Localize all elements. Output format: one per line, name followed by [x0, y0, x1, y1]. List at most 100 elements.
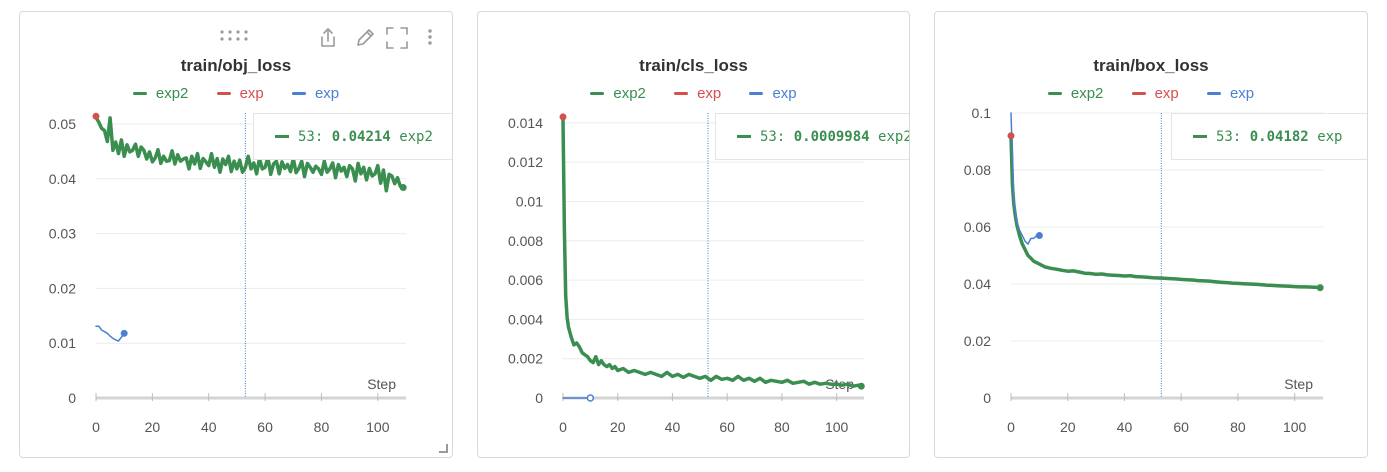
x-tick-label: 40	[665, 419, 681, 435]
y-tick-label: 0.06	[964, 219, 991, 235]
y-tick-label: 0.04	[964, 276, 991, 292]
tooltip-step: 53:	[760, 129, 786, 145]
y-tick-label: 0	[983, 390, 991, 406]
chart-legend: exp2 exp exp	[935, 85, 1367, 102]
y-tick-label: 0.012	[508, 154, 543, 170]
tooltip-series: exp	[1317, 129, 1343, 145]
legend-item-exp-blue[interactable]: exp	[749, 85, 797, 102]
x-tick-label: 0	[559, 419, 567, 435]
tooltip-value: 0.04182	[1249, 129, 1309, 145]
drag-handle-icon[interactable]	[219, 26, 255, 46]
y-tick-label: 0.03	[49, 226, 76, 242]
legend-swatch	[1206, 91, 1221, 95]
tooltip-value: 0.0009984	[793, 129, 870, 145]
y-tick-label: 0	[535, 390, 543, 406]
chart-title: train/obj_loss	[180, 56, 292, 75]
series-line-exp	[1010, 112, 1041, 245]
edit-icon[interactable]	[354, 26, 376, 50]
series-end-marker	[399, 184, 407, 192]
chart-legend: exp2 exp exp	[20, 85, 452, 102]
x-tick-label: 80	[1230, 419, 1246, 435]
share-icon[interactable]	[318, 26, 338, 50]
tooltip-swatch	[737, 134, 751, 138]
more-options-icon[interactable]	[424, 26, 436, 50]
y-tick-label: 0.002	[508, 351, 543, 367]
tooltip-step: 53:	[298, 129, 324, 145]
x-tick-label: 60	[257, 419, 273, 435]
y-tick-label: 0.02	[964, 333, 991, 349]
chart-plot-area[interactable]: 0 0.01 0.02 0.03 0.04 0.05 0 20 40 60 80 100 Step	[20, 12, 453, 458]
legend-label: exp2	[613, 85, 646, 102]
y-tick-label: 0.01	[516, 193, 543, 209]
legend-swatch	[1131, 91, 1146, 95]
series-end-marker	[120, 329, 128, 337]
legend-item-exp-red[interactable]: exp	[216, 85, 264, 102]
legend-swatch	[216, 91, 231, 95]
x-axis-label: Step	[367, 376, 396, 392]
legend-item-exp-red[interactable]: exp	[1131, 85, 1179, 102]
y-tick-label: 0.1	[972, 105, 992, 121]
y-tick-label: 0.014	[508, 115, 543, 131]
x-tick-label: 80	[314, 419, 330, 435]
chart-legend: exp2 exp exp	[478, 85, 909, 102]
x-tick-label: 40	[1117, 419, 1133, 435]
legend-item-exp2[interactable]: exp2	[132, 85, 189, 102]
resize-handle[interactable]	[439, 444, 448, 453]
x-tick-label: 0	[92, 419, 100, 435]
chart-title: train/box_loss	[1093, 56, 1209, 75]
x-tick-label: 100	[366, 419, 390, 435]
hover-tooltip: 53: 0.04214 exp2	[253, 113, 452, 160]
series-end-marker	[559, 113, 567, 121]
legend-item-exp-red[interactable]: exp	[674, 85, 721, 102]
legend-label: exp	[1154, 85, 1179, 102]
legend-item-exp2[interactable]: exp2	[590, 85, 646, 102]
series-end-marker	[1035, 232, 1043, 240]
y-tick-label: 0.004	[508, 311, 543, 327]
series-line-exp2	[561, 117, 864, 388]
x-tick-label: 0	[1007, 419, 1015, 435]
legend-label: exp	[1229, 85, 1255, 102]
tooltip-series: exp2	[878, 129, 910, 145]
y-tick-label: 0	[68, 390, 76, 406]
series-end-marker	[92, 112, 100, 120]
legend-item-exp-blue[interactable]: exp	[291, 85, 339, 102]
tooltip-swatch	[1193, 134, 1207, 138]
series-end-marker	[1007, 132, 1015, 140]
x-tick-label: 40	[201, 419, 217, 435]
tooltip-step: 53:	[1216, 129, 1242, 145]
chart-panel-cls-loss[interactable]: 0 0.002 0.004 0.006 0.008 0.01 0.012 0.014 0 20 40…	[477, 11, 910, 458]
legend-item-exp-blue[interactable]: exp	[1206, 85, 1255, 102]
legend-label: exp2	[1070, 85, 1104, 102]
x-tick-label: 100	[1283, 419, 1307, 435]
hover-tooltip: 53: 0.0009984 exp2	[715, 113, 910, 160]
fullscreen-icon[interactable]	[385, 26, 409, 50]
legend-label: exp	[772, 85, 797, 102]
legend-swatch	[132, 91, 147, 95]
chart-panel-obj-loss[interactable]: 0 0.01 0.02 0.03 0.04 0.05 0 20 40 60 80 100 Step	[19, 11, 453, 458]
tooltip-swatch	[275, 134, 289, 138]
series-line-exp2	[94, 115, 405, 193]
legend-swatch	[291, 91, 306, 95]
y-tick-label: 0.04	[49, 171, 76, 187]
legend-swatch	[674, 91, 689, 95]
y-tick-label: 0.01	[49, 335, 76, 351]
chart-panel-box-loss[interactable]: 0 0.02 0.04 0.06 0.08 0.1 0 20 40 60 80 100 Step tra…	[934, 11, 1368, 458]
x-tick-label: 100	[825, 419, 849, 435]
x-tick-label: 20	[610, 419, 626, 435]
tooltip-series: exp2	[399, 129, 433, 145]
chart-plot-area[interactable]: 0 0.02 0.04 0.06 0.08 0.1 0 20 40 60 80 100 Step	[935, 12, 1368, 458]
y-tick-label: 0.006	[508, 272, 543, 288]
series-end-marker	[857, 382, 865, 390]
legend-label: exp	[239, 85, 264, 102]
legend-label: exp2	[155, 85, 189, 102]
legend-swatch	[590, 91, 605, 95]
y-tick-label: 0.02	[49, 280, 76, 296]
x-axis-label: Step	[1284, 376, 1313, 392]
series-line-exp	[95, 325, 125, 342]
series-line-exp2	[1009, 134, 1322, 290]
legend-swatch	[1047, 91, 1062, 95]
x-tick-label: 20	[1060, 419, 1076, 435]
chart-plot-area[interactable]: 0 0.002 0.004 0.006 0.008 0.01 0.012 0.014 0 20 40…	[478, 12, 910, 458]
legend-item-exp2[interactable]: exp2	[1047, 85, 1104, 102]
legend-swatch	[749, 91, 764, 95]
